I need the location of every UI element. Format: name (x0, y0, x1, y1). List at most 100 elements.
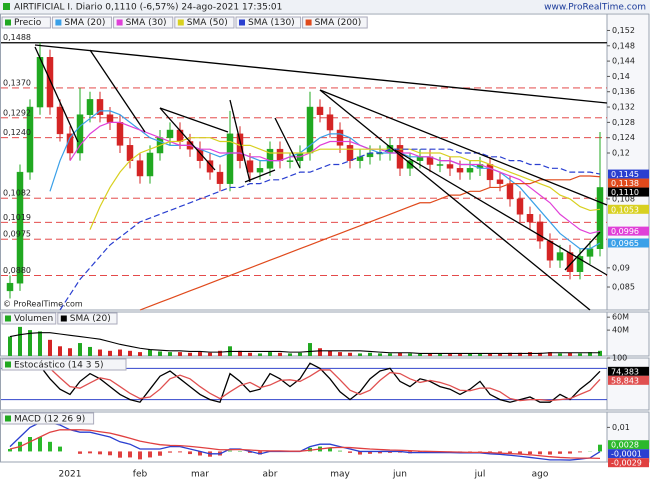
volume-bar (518, 352, 522, 356)
x-tick-label: jun (392, 470, 407, 480)
volume-bar (538, 352, 542, 356)
x-tick-label: may (330, 470, 350, 480)
legend-swatch (177, 19, 184, 26)
trendline (34, 46, 79, 143)
volume-bar (88, 346, 92, 356)
histogram-bar (128, 451, 132, 458)
candle-body (96, 99, 104, 115)
y-tick-label: 0,01 (612, 423, 630, 432)
volume-bar (568, 352, 572, 356)
volume-bar (58, 346, 62, 356)
value-flag (608, 187, 649, 197)
candle-body (26, 106, 34, 173)
volume-bar (478, 354, 482, 356)
volume-bar (258, 353, 262, 356)
candle-body (256, 168, 264, 173)
candle-body (576, 256, 584, 272)
legend-box (51, 16, 113, 29)
legend-label: Precio (14, 18, 42, 28)
histogram-bar (558, 451, 562, 454)
line (9, 429, 601, 460)
candle-body (546, 240, 554, 261)
candle-body (436, 164, 444, 166)
histogram-bar (348, 451, 352, 453)
value-flag (608, 458, 649, 468)
x-tick-label: 2021 (59, 470, 82, 480)
x-tick-label: jul (474, 470, 486, 480)
panel-title: MACD (12 26 9) (14, 415, 85, 425)
histogram-bar (258, 451, 262, 455)
x-tick-label: abr (263, 470, 278, 480)
legend-swatch (239, 19, 245, 26)
value-flag (608, 204, 649, 214)
legend-box (57, 312, 118, 325)
y-tick-label: 0,144 (612, 57, 635, 66)
y-tick-label: 0,132 (612, 103, 635, 112)
volume-bar (198, 352, 202, 356)
volume-bar (118, 349, 122, 356)
histogram-bar (518, 451, 522, 454)
candle-body (306, 106, 314, 154)
volume-bar (368, 352, 372, 356)
volume-bar (508, 352, 512, 356)
candle-body (486, 164, 494, 181)
y-tick-label: 0,152 (612, 26, 635, 35)
candle-body (556, 252, 564, 261)
line (9, 359, 601, 403)
y-tick-label: 0,128 (612, 118, 635, 127)
legend-label: SMA (50) (187, 18, 228, 28)
volume-bar (468, 353, 472, 356)
candle-body (446, 164, 454, 169)
candle-body (346, 145, 354, 161)
candle-body (526, 214, 534, 223)
volume-bar (498, 353, 502, 356)
y-tick-label: 0,108 (612, 194, 635, 203)
trendline (319, 89, 608, 206)
volume-bar (588, 352, 592, 356)
volume-bar (398, 352, 402, 356)
histogram-bar (188, 451, 192, 455)
candle-body (496, 179, 504, 184)
value-flag-label: 0,1053 (611, 205, 639, 214)
candle-body (236, 133, 244, 161)
value-flag-label: 0,1138 (611, 179, 639, 188)
value-flag (608, 226, 649, 236)
candle-body (176, 129, 184, 142)
volume-bar (108, 350, 112, 356)
level-label: 0,0880 (3, 266, 31, 275)
legend-box (1, 312, 57, 325)
legend-swatch (55, 19, 62, 26)
site-link[interactable]: www.ProRealTime.com (544, 3, 646, 13)
histogram-bar (508, 451, 512, 454)
line (9, 361, 601, 402)
histogram-bar (388, 451, 392, 453)
legend-box (235, 16, 302, 29)
legend-label: SMA (200) (315, 18, 362, 28)
volume-bar (168, 352, 172, 356)
value-flag (608, 169, 649, 179)
volume-bar (338, 352, 342, 356)
volume-bar (448, 354, 452, 356)
candle-body (76, 114, 84, 154)
level-label: 0,1240 (3, 128, 31, 137)
value-flag (608, 178, 649, 188)
volume-bar (308, 343, 312, 356)
y-tick-label: 0,148 (612, 41, 635, 50)
volume-bar (238, 350, 242, 356)
legend-swatch (5, 315, 11, 322)
histogram-bar (48, 441, 52, 452)
volume-bar (218, 350, 222, 356)
axis-area (606, 13, 650, 311)
value-flag (608, 375, 649, 385)
volume-bar (418, 354, 422, 356)
histogram-bar (198, 451, 202, 456)
value-flag-label: 58,843 (611, 376, 639, 385)
y-tick-label: 0,136 (612, 87, 635, 96)
value-flag-label: -0,0029 (611, 459, 642, 468)
volume-bar (378, 353, 382, 356)
y-tick-label: 60M (612, 313, 629, 322)
candle-body (106, 114, 114, 123)
volume-bar (578, 353, 582, 356)
level-label: 0,0975 (3, 230, 31, 239)
